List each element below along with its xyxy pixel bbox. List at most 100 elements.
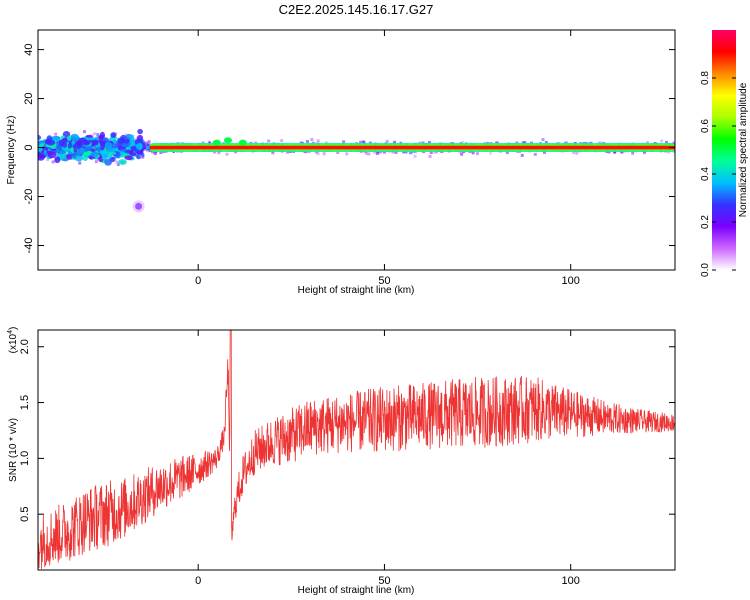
heatmap-cell <box>310 138 314 142</box>
heatmap-cell <box>116 162 120 166</box>
y-tick-label: 0.5 <box>19 507 31 522</box>
heatmap-blob-cell <box>86 150 93 154</box>
heatmap-cell <box>280 139 284 143</box>
heatmap-blob-cell <box>118 159 127 165</box>
heatmap-cell <box>645 141 649 145</box>
y-tick-label: 2.0 <box>19 339 31 354</box>
y-tick-label: -40 <box>23 238 35 254</box>
heatmap-cell <box>428 154 432 158</box>
heatmap-cell <box>82 130 86 134</box>
heatmap-blob-cell <box>75 141 83 146</box>
colorbar-tick-label: 0.0 <box>700 263 711 277</box>
carrier-bump <box>212 139 221 146</box>
snr-x-label: Height of straight line (km) <box>298 585 415 596</box>
heatmap-cell <box>78 161 82 165</box>
heatmap-blob-cell <box>129 136 135 142</box>
heatmap-blob-cell <box>129 149 134 156</box>
heatmap-blob-cell <box>98 135 103 142</box>
heatmap-blob-cell <box>124 155 134 161</box>
colorbar: 0.0 0.2 0.4 0.6 0.8 Normalized spectral ampl… <box>700 30 749 277</box>
heatmap-cell <box>267 139 271 143</box>
heatmap-cell <box>96 132 100 136</box>
heatmap-cell <box>475 152 479 156</box>
y-tick-label: 40 <box>23 43 35 55</box>
snr-y-ticks: 0.5 1.0 1.5 2.0 <box>19 339 675 522</box>
x-tick-label: 50 <box>378 275 390 287</box>
snr-y-multiplier: (x104) <box>7 327 19 354</box>
heatmap-cell <box>146 144 150 148</box>
x-tick-label: 0 <box>195 275 201 287</box>
heatmap-cell <box>421 141 425 145</box>
snr-y-multiplier-exp: 4 <box>7 330 14 334</box>
heatmap-blob-cell <box>101 154 107 161</box>
heatmap-cell <box>159 151 163 155</box>
heatmap-cell <box>153 152 157 156</box>
spectrogram-panel: 0 50 100 -40 -20 0 20 40 Height of straight li… <box>6 29 676 296</box>
heatmap-cell <box>667 150 671 154</box>
y-tick-label: 0 <box>23 144 35 150</box>
spectrogram-heatmap <box>38 30 675 270</box>
heatmap-cell <box>299 141 303 145</box>
heatmap-cell <box>428 140 432 144</box>
heatmap-blob-cell <box>90 151 99 158</box>
colorbar-tick-label: 0.4 <box>700 167 711 181</box>
heatmap-cell <box>410 150 414 154</box>
heatmap-cell <box>620 150 624 154</box>
heatmap-blob-cell <box>70 133 79 141</box>
heatmap-cell <box>393 140 397 144</box>
spectrogram-y-ticks: -40 -20 0 20 40 <box>23 43 675 253</box>
heatmap-cell <box>544 140 548 144</box>
colorbar-tick-label: 0.8 <box>700 71 711 85</box>
snr-y-multiplier-base: (x10 <box>8 333 19 353</box>
heatmap-cell <box>515 141 519 145</box>
heatmap-cell <box>147 140 151 144</box>
heatmap-cell <box>316 139 320 143</box>
heatmap-blob-cell <box>47 151 57 159</box>
heatmap-cell <box>305 139 309 143</box>
heatmap-cell <box>142 143 145 147</box>
heatmap-cell <box>51 160 55 164</box>
heatmap-cell <box>429 150 433 154</box>
heatmap-cell <box>342 140 346 144</box>
carrier-line <box>149 145 675 150</box>
heatmap-cell <box>664 140 668 144</box>
heatmap-cell <box>542 150 546 154</box>
heatmap-cell <box>345 152 349 156</box>
heatmap-cell <box>285 150 289 154</box>
y-tick-label: -20 <box>23 189 35 205</box>
heatmap-cell <box>533 152 537 156</box>
heatmap-cell <box>201 141 205 145</box>
heatmap-cell <box>382 150 386 154</box>
heatmap-cell <box>368 141 372 145</box>
heatmap-cell <box>505 150 509 154</box>
heatmap-cell <box>378 151 382 155</box>
heatmap-blob-cell <box>123 139 130 144</box>
spectrogram-frame <box>37 29 676 271</box>
heatmap-cell <box>46 158 50 162</box>
y-tick-label: 1.5 <box>19 395 31 410</box>
x-tick-label: 0 <box>195 575 201 587</box>
heatmap-blob-cell <box>76 148 85 155</box>
heatmap-cell <box>461 140 465 144</box>
isolated-spot-halo <box>132 200 145 213</box>
heatmap-cell <box>217 151 221 155</box>
heatmap-cell <box>523 141 527 145</box>
heatmap-blob-cell <box>137 128 143 135</box>
heatmap-cell <box>458 150 462 154</box>
snr-y-label: SNR (10 * v/v) <box>8 418 19 482</box>
heatmap-cell <box>597 141 601 145</box>
carrier-bump <box>238 139 247 146</box>
heatmap-blob-cell <box>72 143 78 151</box>
heatmap-cell <box>575 151 579 155</box>
x-tick-label: 100 <box>562 275 580 287</box>
heatmap-cell <box>146 145 150 149</box>
snr-x-ticks: 0 50 100 <box>195 330 580 587</box>
heatmap-blob-cell <box>110 132 117 139</box>
heatmap-cell <box>322 152 326 156</box>
colorbar-ticks: 0.0 0.2 0.4 0.6 0.8 <box>700 71 736 277</box>
heatmap-cell <box>271 151 275 155</box>
heatmap-cell <box>92 132 96 136</box>
heatmap-cell <box>54 132 58 136</box>
heatmap-blob-cell <box>104 159 112 166</box>
